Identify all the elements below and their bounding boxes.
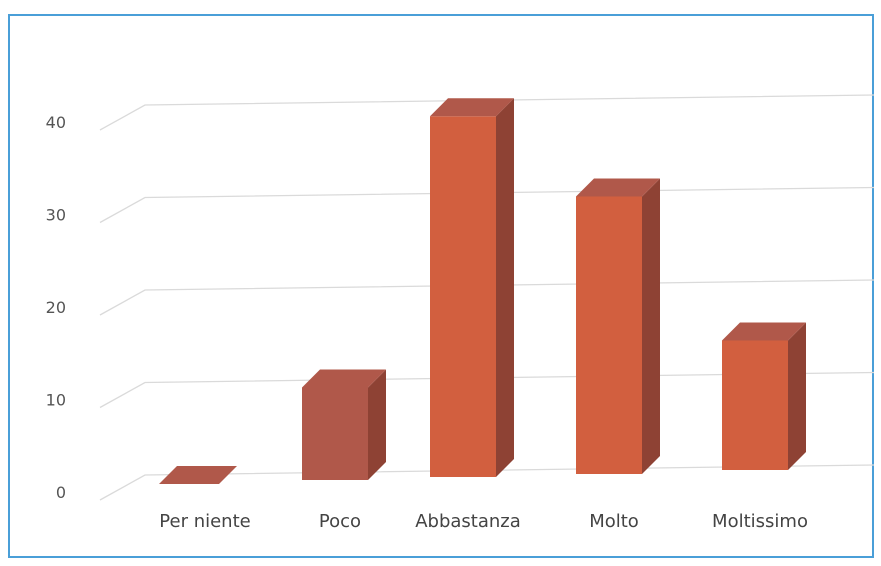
bar-top [302,369,386,388]
x-category-label: Per niente [159,511,250,532]
x-category-label: Poco [319,511,361,532]
bar-front [576,196,642,474]
gridline [99,94,875,131]
bar [576,178,660,474]
bar [722,322,806,470]
bar-side [496,98,514,477]
bar-top [576,178,660,197]
bar [159,466,237,484]
x-axis-categories: Per niente Poco Abbastanza Molto Moltissimo [159,511,808,532]
y-tick-label: 40 [46,113,66,132]
y-tick-label: 30 [46,206,66,225]
bar-side [642,178,660,474]
x-category-label: Molto [589,511,639,532]
bar-side [368,369,386,480]
bar-front [430,116,496,477]
y-tick-label: 20 [46,298,66,317]
y-tick-label: 10 [46,391,66,410]
bar [302,369,386,480]
bar-side [788,322,806,470]
bar-front [302,387,368,480]
x-category-label: Moltissimo [712,511,808,532]
bar-front [722,340,788,470]
bar-top [722,322,806,341]
bar [430,98,514,477]
x-category-label: Abbastanza [415,511,521,532]
bars [159,98,806,484]
y-tick-label: 0 [56,483,66,502]
y-axis-ticks: 0 10 20 30 40 [46,113,66,502]
bar-top [430,98,514,117]
bar-top [159,466,237,484]
